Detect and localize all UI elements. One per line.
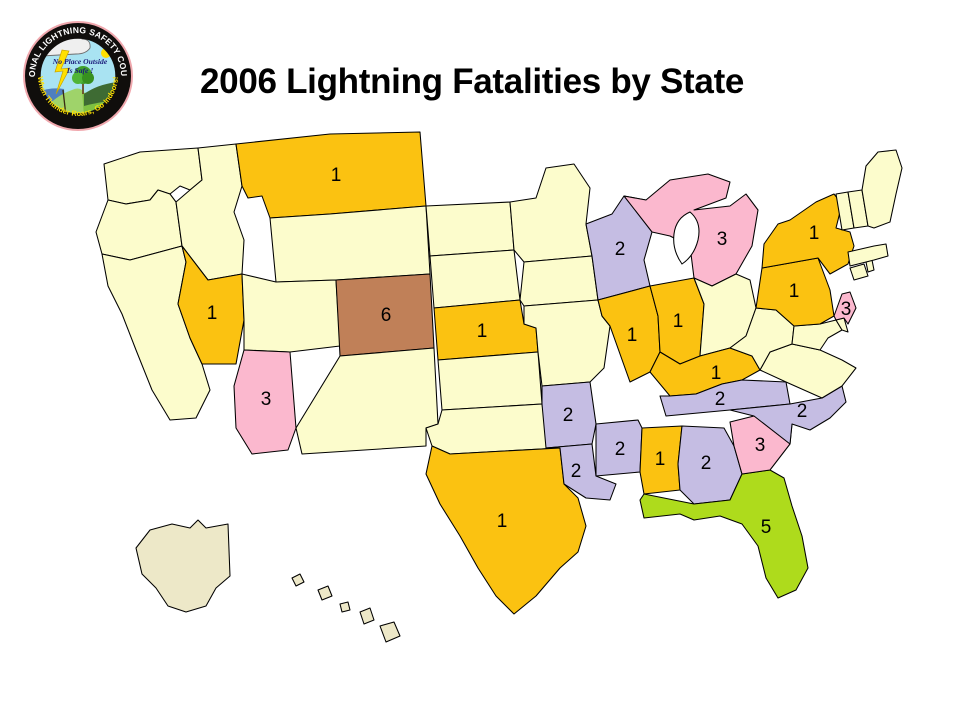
state-co[interactable]	[335, 273, 435, 357]
state-ne[interactable]	[433, 299, 539, 361]
state-sd[interactable]	[429, 249, 521, 309]
state-md[interactable]	[791, 319, 843, 351]
state-fl[interactable]	[639, 469, 809, 599]
page-title: 2006 Lightning Fatalities by State	[200, 62, 745, 101]
state-ny[interactable]	[761, 193, 855, 275]
states-layer	[95, 131, 903, 643]
state-nm[interactable]	[295, 347, 439, 455]
state-ct[interactable]	[849, 263, 869, 281]
state-nd[interactable]	[425, 201, 515, 257]
logo-seal-icon: NATIONAL LIGHTNING SAFETY COUNCIL When T…	[19, 12, 133, 131]
state-az[interactable]	[233, 349, 297, 455]
state-al[interactable]	[639, 425, 683, 495]
state-nc[interactable]	[729, 385, 847, 445]
national-lightning-safety-council-logo: NATIONAL LIGHTNING SAFETY COUNCIL When T…	[19, 12, 134, 132]
state-tx[interactable]	[425, 445, 587, 615]
state-ks[interactable]	[437, 351, 543, 411]
logo-center-text-line1: No Place Outside	[52, 57, 108, 66]
state-hi[interactable]	[291, 573, 401, 643]
state-ia[interactable]	[519, 255, 599, 307]
state-mt[interactable]	[235, 131, 427, 219]
state-ok[interactable]	[425, 403, 561, 455]
state-me[interactable]	[861, 149, 903, 229]
state-nj[interactable]	[833, 291, 857, 325]
logo-center-text-line2: Is Safe !	[66, 66, 94, 75]
lake-michigan-shape	[673, 211, 700, 265]
state-wy[interactable]	[269, 205, 431, 283]
state-ms[interactable]	[595, 419, 643, 477]
state-ak[interactable]	[135, 519, 231, 613]
state-ar[interactable]	[541, 381, 597, 449]
state-ma[interactable]	[847, 243, 889, 267]
state-mn[interactable]	[509, 163, 593, 263]
state-la[interactable]	[545, 443, 617, 501]
state-nv[interactable]	[177, 245, 245, 365]
state-ut[interactable]	[241, 273, 341, 353]
